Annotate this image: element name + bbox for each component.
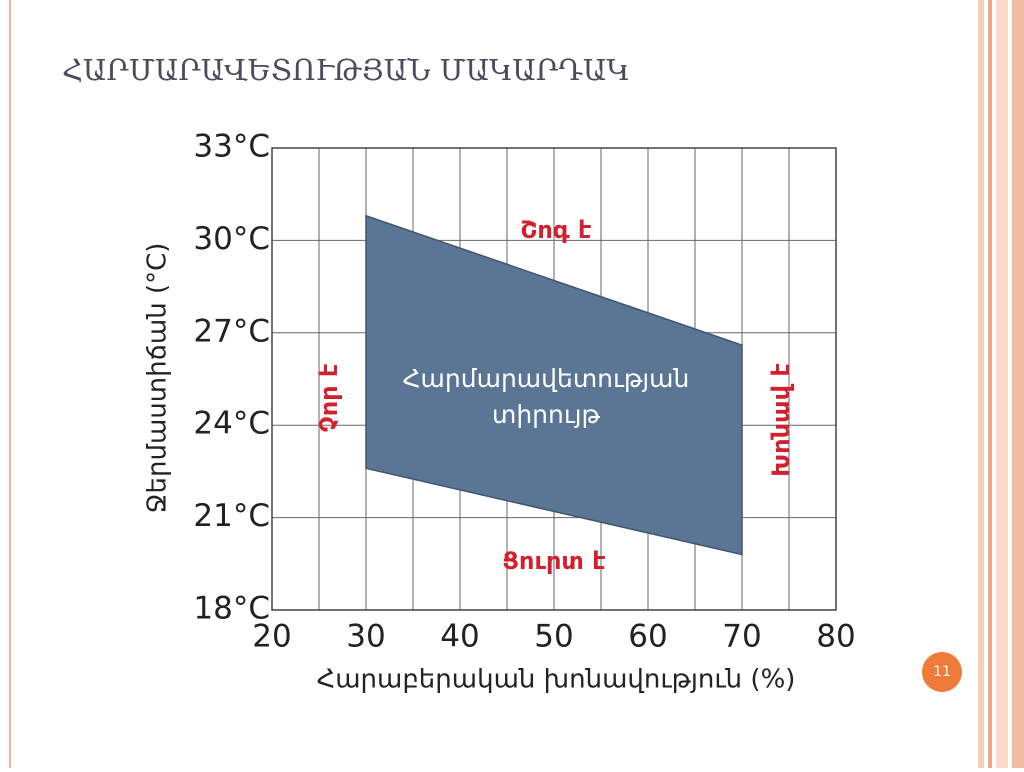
y-tick-label: 33°C xyxy=(193,129,270,165)
annotation: Խոնավ է xyxy=(767,363,795,477)
chart: 20 30 40 50 60 70 80 18°C 21°C 24°C 27°C 30°C 33°C Հա… xyxy=(143,129,856,695)
plot-frame xyxy=(271,147,837,611)
x-tick-label: 50 xyxy=(534,619,573,655)
page-number: 11 xyxy=(933,664,951,680)
stripe xyxy=(1012,0,1024,768)
annotation: Շոգ է xyxy=(520,216,591,244)
x-axis-label: Հարաբերական խոնավություն (%) xyxy=(317,665,796,695)
zone-label: տիրույթ xyxy=(492,400,601,429)
annotation: Ցուրտ է xyxy=(502,547,605,575)
y-tick-label: 21°C xyxy=(193,498,270,534)
stripe xyxy=(988,0,992,768)
comfort-zone xyxy=(365,214,743,556)
x-tick-label: 80 xyxy=(816,619,855,655)
stripe xyxy=(996,0,1008,768)
x-tick-label: 40 xyxy=(440,619,479,655)
y-tick-label: 18°C xyxy=(193,591,270,627)
zone-label: Հարմարավետության xyxy=(403,364,690,393)
page-number-badge xyxy=(922,652,962,692)
x-tick-label: 30 xyxy=(346,619,385,655)
x-tick-label: 20 xyxy=(252,619,291,655)
stripe xyxy=(978,0,984,768)
slide-title: ՀԱՐՄԱՐԱՎԵՏՈՒԹՅԱՆ ՄԱԿԱՐԴԱԿ xyxy=(62,53,630,87)
x-tick-label: 60 xyxy=(628,619,667,655)
x-tick-label: 70 xyxy=(722,619,761,655)
y-tick-label: 30°C xyxy=(193,221,270,257)
y-tick-label: 27°C xyxy=(193,313,270,349)
annotation: Չոր է xyxy=(315,363,343,432)
y-tick-label: 24°C xyxy=(193,406,270,442)
y-axis-label: Ջերմաստիճան (°C) xyxy=(143,243,173,514)
